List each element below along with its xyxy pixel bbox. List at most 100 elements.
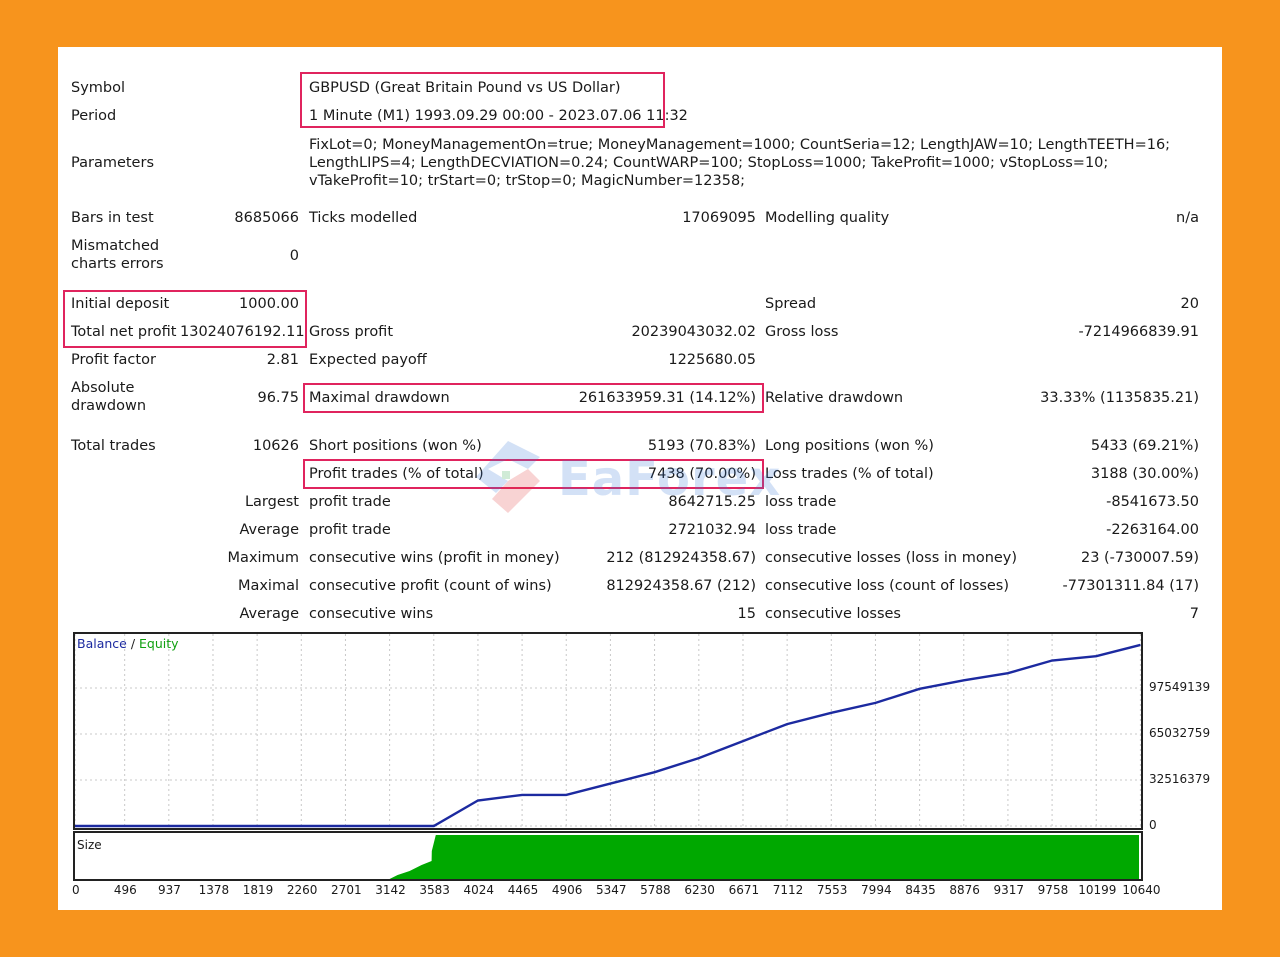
highlight-max-drawdown — [303, 383, 764, 413]
size-area — [389, 835, 1140, 879]
x-tick-label: 0 — [72, 883, 80, 897]
x-tick-label: 9758 — [1037, 883, 1069, 897]
initial-deposit-label: Initial deposit — [71, 296, 170, 312]
chart-legend: Balance / Equity — [77, 636, 179, 651]
avg2-label: Average — [239, 606, 299, 622]
x-tick-label: 3142 — [375, 883, 406, 897]
max-losses-value: 23 (-730007.59) — [1080, 550, 1199, 566]
x-tick-label: 496 — [113, 883, 137, 897]
average-profit-label: profit trade — [309, 522, 391, 538]
profit-factor-label: Profit factor — [71, 352, 156, 368]
x-tick-label: 937 — [158, 883, 181, 897]
maximal-profit-label: consecutive profit (count of wins) — [309, 578, 552, 594]
average-profit-value: 2721032.94 — [668, 522, 756, 538]
avg-losses-label: consecutive losses — [765, 606, 901, 622]
x-tick-label: 7994 — [861, 883, 892, 897]
gross-profit-label: Gross profit — [309, 324, 394, 340]
long-value: 5433 (69.21%) — [1090, 438, 1199, 454]
abs-drawdown-value: 96.75 — [257, 390, 299, 406]
expected-payoff-label: Expected payoff — [309, 352, 427, 368]
largest-profit-label: profit trade — [309, 494, 391, 510]
balance-series-line — [75, 643, 1141, 828]
period-label: Period — [71, 108, 117, 124]
legend-equity: Equity — [139, 636, 179, 651]
largest-label: Largest — [244, 494, 299, 510]
ticks-value: 17069095 — [682, 210, 756, 226]
legend-balance: Balance — [77, 636, 127, 651]
net-profit-value: 13024076192.11 — [180, 324, 305, 340]
max-drawdown-value: 261633959.31 (14.12%) — [578, 390, 756, 406]
largest-profit-value: 8642715.25 — [668, 494, 756, 510]
max-wins-label: consecutive wins (profit in money) — [309, 550, 560, 566]
profit-trades-label: Profit trades (% of total) — [309, 466, 484, 482]
watermark: EaForex — [468, 437, 828, 517]
x-tick-label: 7553 — [816, 883, 848, 897]
rel-drawdown-label: Relative drawdown — [765, 390, 904, 406]
gross-profit-value: 20239043032.02 — [631, 324, 756, 340]
x-tick-label: 6671 — [728, 883, 760, 897]
largest-loss-label: loss trade — [765, 494, 837, 510]
quality-label: Modelling quality — [765, 210, 890, 226]
average-label: Average — [239, 522, 299, 538]
bars-label: Bars in test — [71, 210, 154, 226]
max-wins-value: 212 (812924358.67) — [606, 550, 756, 566]
largest-loss-value: -8541673.50 — [1106, 494, 1199, 510]
symbol-label: Symbol — [71, 80, 126, 96]
loss-trades-label: Loss trades (% of total) — [765, 466, 934, 482]
highlight-deposit-profit — [63, 290, 307, 348]
average-loss-label: loss trade — [765, 522, 837, 538]
highlight-profit-trades — [303, 459, 764, 489]
maximal-loss-value: -77301311.84 (17) — [1062, 578, 1199, 594]
spread-label: Spread — [765, 296, 817, 312]
x-tick-label: 4465 — [507, 883, 539, 897]
mismatched-value: 0 — [289, 248, 299, 264]
y-tick-label: 97549139 — [1149, 680, 1211, 694]
average-loss-value: -2263164.00 — [1106, 522, 1199, 538]
rel-drawdown-value: 33.33% (1135835.21) — [1040, 390, 1199, 406]
short-label: Short positions (won %) — [309, 438, 482, 454]
parameters-value: FixLot=0; MoneyManagementOn=true; MoneyM… — [309, 137, 1171, 189]
balance-chart — [75, 634, 1141, 828]
spread-value: 20 — [1180, 296, 1199, 312]
loss-trades-value: 3188 (30.00%) — [1090, 466, 1199, 482]
size-label: Size — [77, 838, 102, 852]
profit-trades-value: 7438 (70.00%) — [647, 466, 756, 482]
maximal-loss-label: consecutive loss (count of losses) — [765, 578, 1010, 594]
x-tick-label: 4906 — [551, 883, 583, 897]
x-tick-label: 9317 — [993, 883, 1025, 897]
watermark-text: EaForex — [558, 451, 782, 507]
x-tick-label: 8876 — [949, 883, 980, 897]
mismatched-label: Mismatched charts errors — [71, 238, 164, 272]
x-tick-label: 3583 — [419, 883, 450, 897]
abs-drawdown-label: Absolute drawdown — [71, 380, 147, 414]
gross-loss-value: -7214966839.91 — [1078, 324, 1199, 340]
maximal-label: Maximal — [237, 578, 299, 594]
size-chart — [389, 835, 1140, 879]
watermark-logo-icon — [476, 441, 540, 513]
symbol-value: GBPUSD (Great Britain Pound vs US Dollar… — [309, 80, 621, 96]
y-tick-label: 65032759 — [1149, 726, 1211, 740]
x-tick-label: 2260 — [286, 883, 318, 897]
x-tick-label: 10199 — [1078, 883, 1117, 897]
initial-deposit-value: 1000.00 — [239, 296, 299, 312]
total-trades-value: 10626 — [252, 438, 299, 454]
x-tick-label: 8435 — [905, 883, 936, 897]
x-tick-label: 5347 — [596, 883, 627, 897]
x-tick-label: 6230 — [684, 883, 715, 897]
period-value: 1 Minute (M1) 1993.09.29 00:00 - 2023.07… — [309, 108, 688, 124]
max-drawdown-label: Maximal drawdown — [309, 390, 450, 406]
maximal-profit-value: 812924358.67 (212) — [606, 578, 756, 594]
avg-losses-value: 7 — [1189, 606, 1199, 622]
x-tick-label: 1378 — [198, 883, 230, 897]
avg-wins-label: consecutive wins — [309, 606, 434, 622]
long-label: Long positions (won %) — [765, 438, 934, 454]
max-losses-label: consecutive losses (loss in money) — [765, 550, 1018, 566]
x-tick-label: 1819 — [242, 883, 274, 897]
net-profit-label: Total net profit — [71, 324, 177, 340]
quality-value: n/a — [1176, 210, 1199, 226]
avg-wins-value: 15 — [737, 606, 756, 622]
maximum-label: Maximum — [227, 550, 299, 566]
x-tick-label: 7112 — [772, 883, 804, 897]
profit-factor-value: 2.81 — [266, 352, 299, 368]
x-tick-label: 5788 — [640, 883, 671, 897]
